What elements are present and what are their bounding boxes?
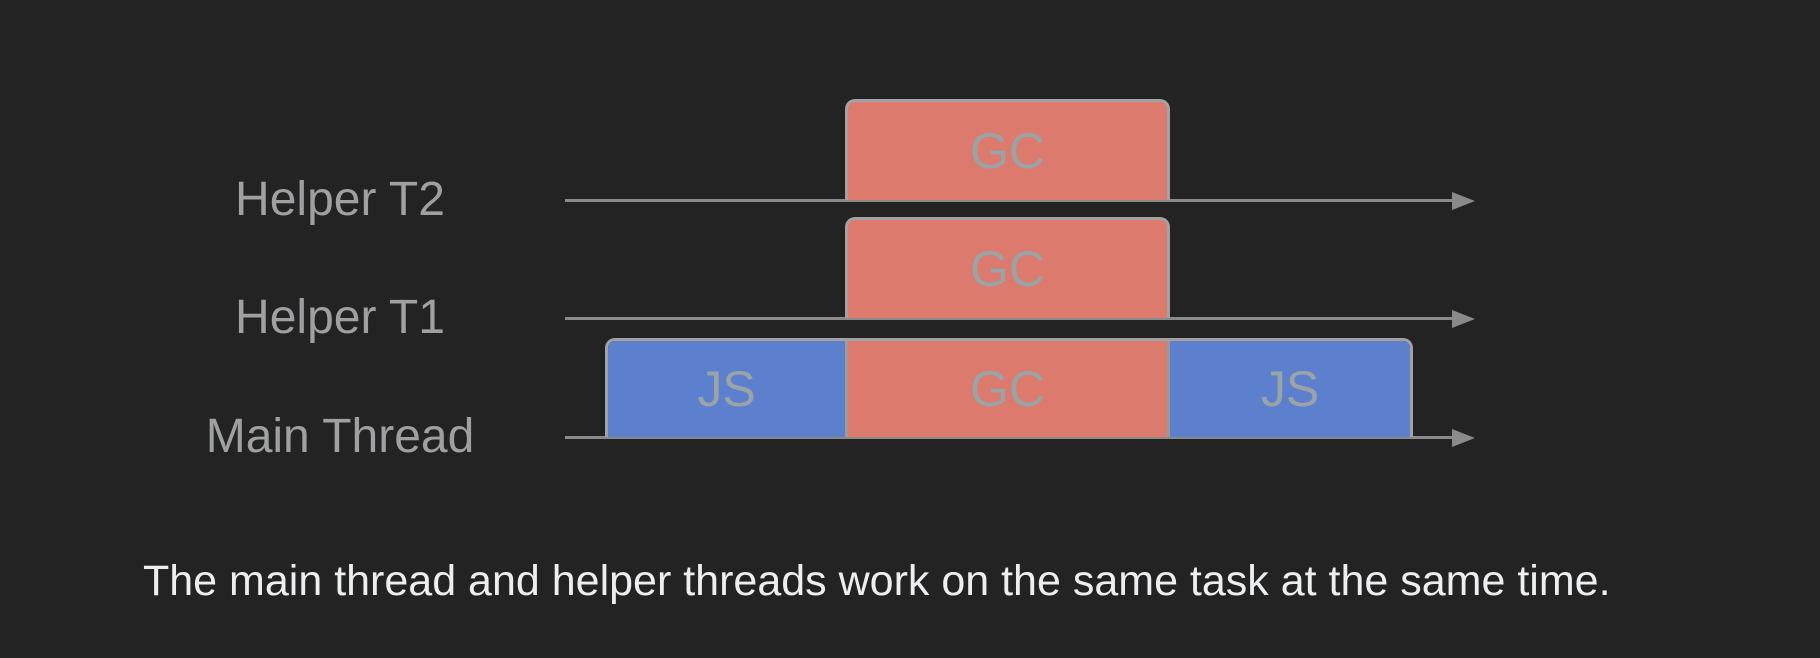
js-block-main-left: JS xyxy=(608,341,845,437)
caption-text: The main thread and helper threads work … xyxy=(143,557,1611,605)
gc-block-main: GC xyxy=(845,341,1170,437)
thread-label-main-thread: Main Thread xyxy=(205,410,475,463)
timeline-helper-t2 xyxy=(565,199,1452,202)
thread-label-helper-t1: Helper T1 xyxy=(235,291,445,344)
js-block-main-right: JS xyxy=(1170,341,1410,437)
arrowhead-icon-helper-t2 xyxy=(1452,192,1475,210)
thread-label-helper-t2: Helper T2 xyxy=(235,173,445,226)
arrowhead-icon-helper-t1 xyxy=(1452,310,1475,328)
arrowhead-icon-main-thread xyxy=(1452,429,1475,447)
gc-block-helper-t2: GC xyxy=(845,99,1170,200)
timeline-main-thread xyxy=(565,436,1452,439)
main-thread-bar: JS GC JS xyxy=(605,338,1413,437)
gc-block-helper-t1: GC xyxy=(845,217,1170,318)
timeline-helper-t1 xyxy=(565,317,1452,320)
